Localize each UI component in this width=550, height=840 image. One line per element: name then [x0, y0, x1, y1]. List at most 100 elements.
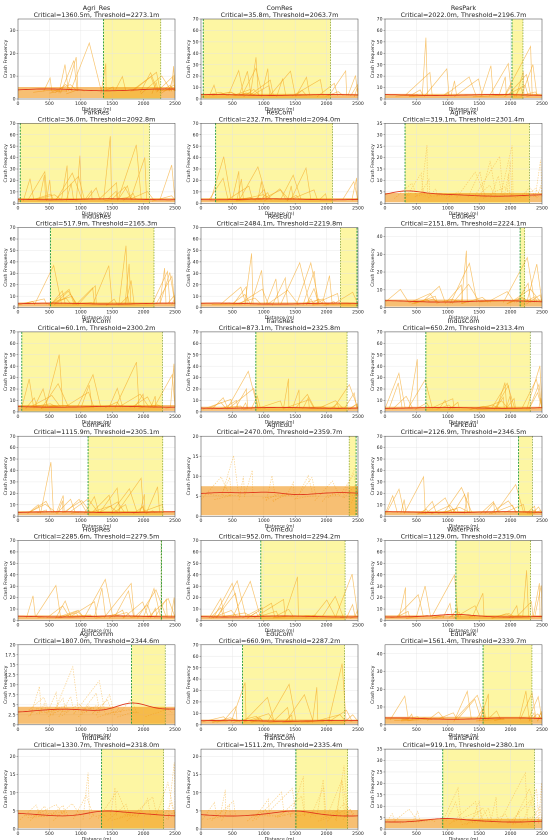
y-tick-label: 70	[10, 330, 16, 336]
trajectory-line	[396, 610, 410, 618]
panel-subtitle: Critical=2126.9m, Threshold=2346.5m	[401, 428, 527, 436]
y-tick-label: 70	[193, 538, 199, 544]
x-tick-label: 1000	[258, 414, 270, 420]
trajectory-line	[260, 68, 270, 97]
y-tick-label: 40	[193, 51, 199, 57]
y-tick-label: 10	[193, 711, 199, 717]
y-tick-label: 20	[10, 282, 16, 288]
trajectory-line	[454, 694, 486, 720]
trajectory-line	[287, 185, 294, 202]
x-tick-label: 1000	[75, 623, 87, 629]
trajectory-line	[27, 170, 48, 201]
panel-title: TransCom	[263, 734, 295, 742]
y-tick-label: 70	[193, 642, 199, 648]
y-tick-label: 0	[196, 722, 199, 728]
y-axis-label: Crash Frequency	[186, 561, 192, 600]
x-tick-label: 2500	[536, 623, 548, 629]
plot-frame	[384, 644, 543, 726]
x-tick-label: 1000	[442, 518, 454, 524]
trajectory-line	[292, 79, 324, 97]
critical-threshold-region	[50, 227, 154, 308]
trajectory-line	[408, 359, 419, 409]
trajectory-line	[516, 600, 534, 618]
trajectory-line	[159, 164, 176, 201]
trajectory-line	[110, 186, 133, 201]
plot-frame	[17, 435, 176, 517]
trajectory-line	[122, 601, 149, 619]
y-tick-label: 60	[10, 550, 16, 556]
critical-threshold-region	[215, 123, 333, 204]
y-tick-label: 60	[10, 237, 16, 243]
trajectory-line	[342, 180, 359, 201]
trajectory-line	[260, 191, 272, 201]
smoothed-mean-line	[18, 302, 176, 305]
trajectory-line	[170, 363, 176, 408]
y-tick-label: 0	[13, 97, 16, 103]
x-tick-label: 500	[45, 101, 54, 107]
x-tick-label: 0	[200, 310, 203, 316]
x-tick-label: 1500	[106, 831, 118, 837]
y-tick-label: 30	[377, 132, 383, 138]
trajectory-line	[266, 289, 299, 305]
x-tick-label: 1000	[258, 727, 270, 733]
trajectory-line	[216, 579, 247, 619]
trajectory-line	[98, 181, 119, 201]
x-tick-label: 0	[384, 414, 387, 420]
plot-frame	[200, 331, 359, 413]
y-tick-label: 40	[377, 572, 383, 578]
y-tick-label: 5	[13, 702, 16, 708]
y-tick-label: 0	[13, 722, 16, 728]
panel-subtitle: Critical=1129.0m, Threshold=2319.0m	[401, 533, 527, 541]
x-tick-label: 2000	[138, 414, 150, 420]
trajectory-line	[114, 361, 140, 409]
trajectory-line	[140, 504, 164, 513]
plot-frame	[384, 123, 543, 204]
smoothed-mean-line	[17, 810, 176, 817]
y-tick-label: 30	[10, 271, 16, 277]
y-tick-label: 0	[196, 410, 199, 416]
baseline-band	[385, 615, 542, 620]
x-tick-label: 0	[200, 101, 203, 107]
y-tick-label: 70	[377, 330, 383, 336]
y-tick-label: 70	[10, 538, 16, 544]
trajectory-line	[238, 71, 252, 96]
trajectory-line	[223, 399, 239, 409]
y-tick-label: 20	[193, 282, 199, 288]
trajectory-line	[283, 399, 315, 409]
y-tick-label: 0	[196, 305, 199, 311]
y-tick-label: 20	[193, 595, 199, 601]
x-axis-label: Distance (m)	[265, 107, 295, 113]
x-tick-label: 0	[17, 205, 20, 211]
smoothed-mean-line	[385, 511, 543, 514]
x-tick-label: 2000	[505, 310, 517, 316]
y-tick-label: 60	[193, 654, 199, 660]
y-tick-label: 50	[377, 39, 383, 45]
baseline-band	[385, 818, 542, 829]
x-tick-label: 500	[228, 727, 237, 733]
y-tick-label: 7.5	[8, 692, 15, 698]
x-tick-label: 1000	[75, 831, 87, 837]
y-tick-label: 10	[377, 178, 383, 184]
smoothed-mean-line	[385, 300, 543, 303]
y-tick-label: 60	[377, 341, 383, 347]
trajectory-line	[109, 787, 117, 817]
trajectory-line	[345, 603, 356, 619]
smoothed-mean-line	[385, 406, 542, 409]
trajectory-line	[521, 378, 543, 409]
baseline-band	[201, 719, 358, 724]
x-tick-label: 2000	[321, 414, 333, 420]
y-tick-label: 70	[377, 434, 383, 440]
critical-threshold-region	[20, 123, 150, 204]
x-tick-label: 1500	[289, 205, 301, 211]
y-tick-label: 5	[196, 494, 199, 500]
trajectory-line	[130, 76, 157, 92]
x-tick-label: 500	[412, 205, 421, 211]
y-tick-label: 15	[193, 454, 199, 460]
y-tick-label: 0	[196, 201, 199, 207]
x-tick-label: 1000	[442, 205, 454, 211]
trajectory-line	[403, 475, 426, 514]
x-tick-label: 1000	[442, 310, 454, 316]
